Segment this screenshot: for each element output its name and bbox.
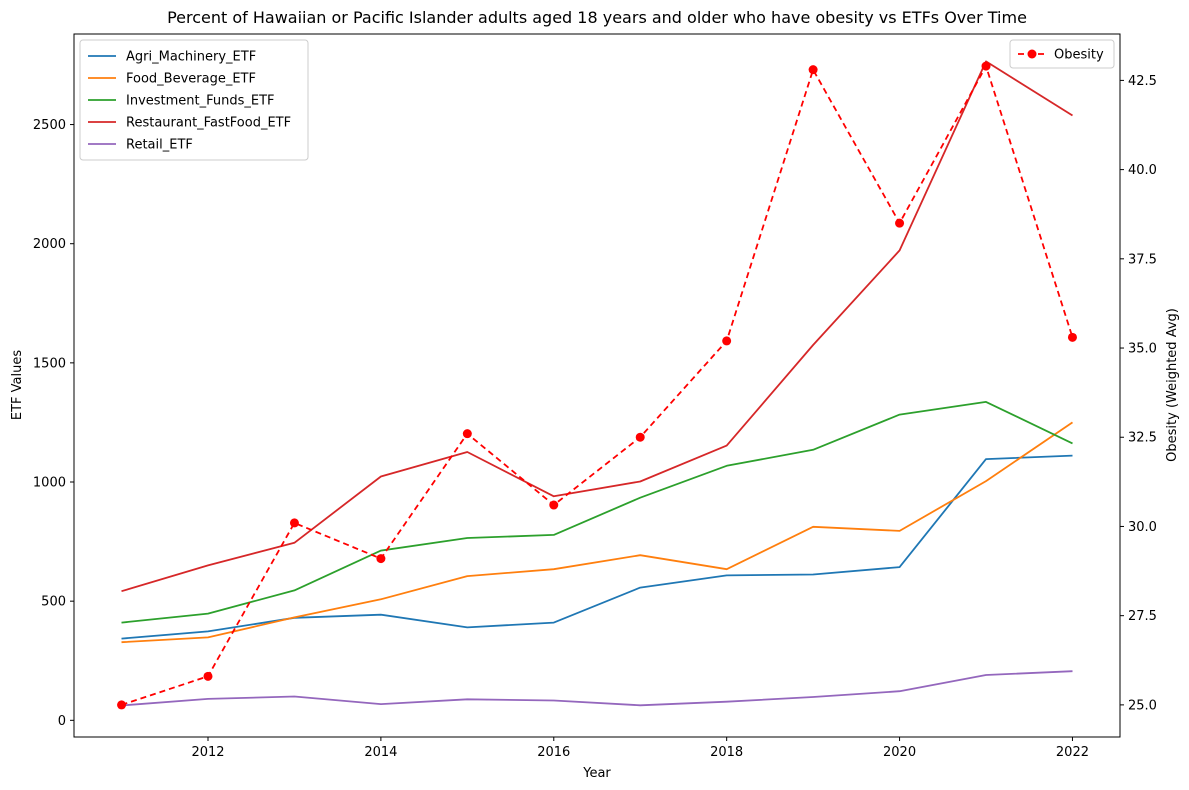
obesity-point — [635, 432, 645, 442]
legend-left: Agri_Machinery_ETF Food_Beverage_ETF Inves… — [79, 39, 309, 161]
x-tick-label: 2016 — [537, 745, 570, 760]
obesity-point — [1067, 332, 1077, 342]
y2-tick-label: 25.0 — [1128, 698, 1157, 713]
obesity-point — [808, 65, 818, 75]
y-tick-label: 2000 — [33, 237, 66, 252]
obesity-point — [203, 671, 213, 681]
obesity-point — [722, 336, 732, 346]
x-tick-label: 2014 — [364, 745, 397, 760]
obesity-point — [462, 429, 472, 439]
x-tick-label: 2018 — [710, 745, 743, 760]
y2-tick-label: 40.0 — [1128, 163, 1157, 178]
series-line-agri-machinery-etf — [121, 454, 1073, 640]
series-line-retail-etf — [121, 670, 1073, 707]
y-axis-right: 25.0 27.5 30.0 32.5 35.0 37.5 40.0 42.5 — [1120, 74, 1157, 713]
y-axis-label: ETF Values — [10, 350, 25, 420]
series-line-obesity — [121, 65, 1074, 706]
series-line-investment-funds-etf — [121, 400, 1073, 624]
obesity-point — [117, 700, 127, 710]
x-tick-label: 2022 — [1056, 745, 1089, 760]
y2-axis-label: Obesity (Weighted Avg) — [1165, 308, 1180, 462]
chart-title: Percent of Hawaiian or Pacific Islander … — [167, 8, 1027, 27]
x-tick-label: 2012 — [191, 745, 224, 760]
x-axis: 2012 2014 2016 2018 2020 2022 — [191, 737, 1089, 760]
y2-tick-label: 27.5 — [1128, 609, 1157, 624]
obesity-point — [376, 554, 386, 564]
x-tick-label: 2020 — [883, 745, 916, 760]
legend-entry: Investment_Funds_ETF — [126, 94, 275, 109]
y-tick-label: 0 — [58, 714, 66, 729]
legend-entry: Obesity — [1054, 48, 1104, 63]
legend-entry: Food_Beverage_ETF — [126, 72, 256, 87]
legend-entry: Restaurant_FastFood_ETF — [126, 116, 291, 131]
plot-frame — [73, 33, 1121, 738]
legend-entry: Retail_ETF — [126, 138, 193, 153]
y2-tick-label: 32.5 — [1128, 431, 1157, 446]
y-tick-label: 500 — [41, 595, 66, 610]
legend-marker — [1027, 49, 1037, 59]
legend-right-box — [1009, 39, 1115, 69]
y-tick-label: 1000 — [33, 476, 66, 491]
series-line-food-beverage-etf — [121, 421, 1074, 644]
y2-tick-label: 37.5 — [1128, 252, 1157, 267]
y2-tick-label: 35.0 — [1128, 342, 1157, 357]
y-axis-left: 0 500 1000 1500 2000 2500 — [33, 118, 74, 729]
legend-right: Obesity — [1009, 39, 1115, 69]
obesity-point — [289, 518, 299, 528]
obesity-point — [895, 218, 905, 228]
y2-tick-label: 30.0 — [1128, 520, 1157, 535]
y-tick-label: 2500 — [33, 118, 66, 133]
obesity-point — [549, 500, 559, 510]
y2-tick-label: 42.5 — [1128, 74, 1157, 89]
series-line-restaurant-fastfood-etf — [121, 60, 1073, 593]
x-axis-label: Year — [582, 766, 611, 781]
legend-left-box — [79, 39, 309, 161]
obesity-point — [981, 61, 991, 71]
plot-area — [117, 60, 1077, 710]
legend-entry: Agri_Machinery_ETF — [126, 50, 256, 65]
y-tick-label: 1500 — [33, 356, 66, 371]
